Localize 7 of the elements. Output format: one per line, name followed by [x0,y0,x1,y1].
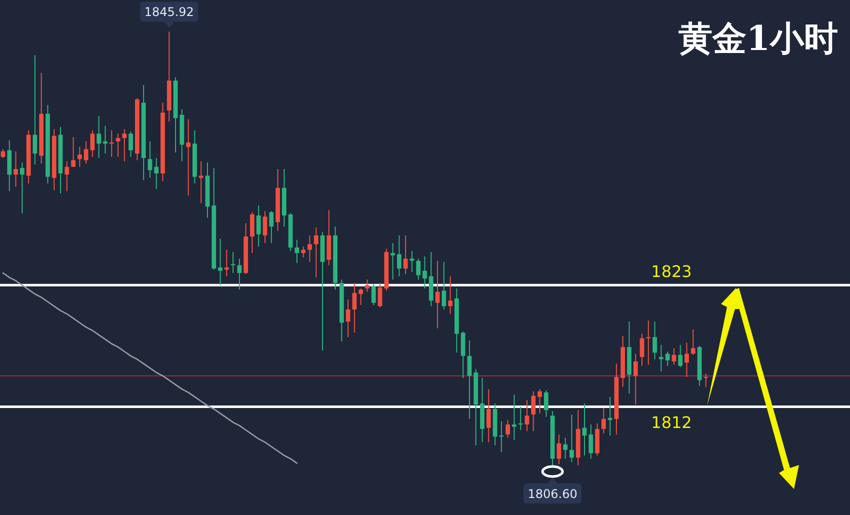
ref-line-label: 1812 [651,412,692,432]
annotation: 1845.92 [144,5,194,20]
annotation: 1806.60 [528,487,578,501]
price-label: 1845.92 [140,2,198,28]
ref-line-label: 1823 [651,262,692,282]
price-label: 1806.60 [524,478,582,504]
title: 黄金1小时 [678,19,838,59]
